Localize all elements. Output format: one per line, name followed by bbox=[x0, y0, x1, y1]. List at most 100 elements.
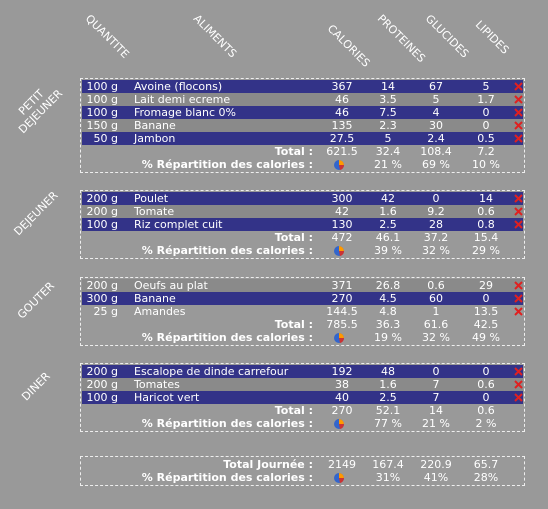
repartition-value: 32 % bbox=[422, 331, 450, 344]
food-row: 100 g Fromage blanc 0% 46 7.5 4 0 bbox=[82, 106, 523, 119]
quantity: 200 g bbox=[86, 365, 118, 378]
total-value: 2149 bbox=[328, 458, 356, 471]
repartition-value: 77 % bbox=[374, 417, 402, 430]
delete-icon[interactable] bbox=[514, 307, 523, 316]
quantity: 25 g bbox=[93, 305, 118, 318]
repartition-value: 21 % bbox=[422, 417, 450, 430]
nutrient-value: 38 bbox=[335, 378, 349, 391]
food-name: Oeufs au plat bbox=[134, 279, 208, 292]
nutrient-value: 5 bbox=[482, 80, 490, 93]
repartition-value: 2 % bbox=[475, 417, 497, 430]
repartition-row: % Répartition des calories : 31% 41% 28% bbox=[82, 471, 523, 484]
nutrient-value: 0 bbox=[482, 106, 490, 119]
total-row: Total : 621.5 32.4 108.4 7.2 bbox=[82, 145, 523, 158]
nutrient-value: 0 bbox=[482, 119, 490, 132]
quantity: 200 g bbox=[86, 279, 118, 292]
total-value: 785.5 bbox=[326, 318, 358, 331]
pie-icon bbox=[334, 333, 345, 343]
pie-icon bbox=[334, 419, 345, 429]
food-row: 100 g Riz complet cuit 130 2.5 28 0.8 bbox=[82, 218, 523, 231]
meal-label: PETIT DEJEUNER bbox=[16, 86, 66, 136]
total-value: 0.6 bbox=[477, 404, 495, 417]
quantity: 200 g bbox=[86, 378, 118, 391]
quantity: 100 g bbox=[86, 106, 118, 119]
delete-icon[interactable] bbox=[514, 294, 523, 303]
total-value: 61.6 bbox=[423, 318, 449, 331]
quantity: 200 g bbox=[86, 192, 118, 205]
food-name: Poulet bbox=[134, 192, 169, 205]
food-name: Avoine (flocons) bbox=[134, 80, 223, 93]
delete-icon[interactable] bbox=[514, 380, 523, 389]
day-summary: Total Journée :2149 167.4 220.9 65.7% Répar… bbox=[80, 456, 525, 486]
delete-icon[interactable] bbox=[514, 95, 523, 104]
nutrient-value: 2.3 bbox=[379, 119, 397, 132]
delete-icon[interactable] bbox=[514, 121, 523, 130]
repartition-row: % Répartition des calories : 77 % 21 % 2 % bbox=[82, 417, 523, 430]
total-label: Total : bbox=[274, 145, 313, 158]
food-name: Haricot vert bbox=[134, 391, 200, 404]
total-value: 270 bbox=[331, 404, 353, 417]
delete-icon[interactable] bbox=[514, 82, 523, 91]
total-value: 7.2 bbox=[477, 145, 495, 158]
nutrient-value: 67 bbox=[429, 80, 443, 93]
column-header: CALORIES bbox=[324, 22, 373, 70]
nutrient-value: 0.6 bbox=[427, 279, 445, 292]
nutrient-value: 14 bbox=[381, 80, 395, 93]
meal-label: DEJEUNER bbox=[11, 188, 61, 238]
nutrient-value: 46 bbox=[335, 93, 349, 106]
quantity: 50 g bbox=[93, 132, 118, 145]
total-value: 220.9 bbox=[420, 458, 452, 471]
column-header: GLUCIDES bbox=[422, 12, 472, 61]
quantity: 100 g bbox=[86, 93, 118, 106]
meal-label: GOUTER bbox=[14, 278, 58, 322]
repartition-value: 32 % bbox=[422, 244, 450, 257]
quantity: 200 g bbox=[86, 205, 118, 218]
nutrient-value: 367 bbox=[331, 80, 353, 93]
nutrient-value: 29 bbox=[479, 279, 493, 292]
nutrient-value: 0 bbox=[482, 292, 490, 305]
repartition-label: % Répartition des calories : bbox=[141, 244, 313, 257]
delete-icon[interactable] bbox=[514, 367, 523, 376]
nutrient-value: 0 bbox=[432, 365, 440, 378]
meal-section: 200 g Oeufs au plat 371 26.8 0.6 29 300 g Banan… bbox=[80, 277, 525, 346]
repartition-value: 41% bbox=[423, 471, 449, 484]
repartition-row: % Répartition des calories : 19 % 32 % 49 % bbox=[82, 331, 523, 344]
food-row: 200 g Escalope de dinde carrefour 192 48 0 0 bbox=[82, 365, 523, 378]
nutrient-value: 7.5 bbox=[379, 106, 397, 119]
food-row: 200 g Oeufs au plat 371 26.8 0.6 29 bbox=[82, 279, 523, 292]
food-row: 200 g Poulet 300 42 0 14 bbox=[82, 192, 523, 205]
delete-icon[interactable] bbox=[514, 108, 523, 117]
repartition-label: % Répartition des calories : bbox=[141, 158, 313, 171]
delete-icon[interactable] bbox=[514, 220, 523, 229]
food-name: Banane bbox=[134, 292, 176, 305]
delete-icon[interactable] bbox=[514, 281, 523, 290]
column-header: QUANTITE bbox=[82, 12, 132, 61]
repartition-value: 39 % bbox=[374, 244, 402, 257]
delete-icon[interactable] bbox=[514, 194, 523, 203]
nutrient-value: 27.5 bbox=[329, 132, 355, 145]
nutrient-value: 1 bbox=[432, 305, 440, 318]
repartition-value: 69 % bbox=[422, 158, 450, 171]
nutrient-value: 30 bbox=[429, 119, 443, 132]
total-value: 15.4 bbox=[473, 231, 499, 244]
nutrient-value: 2.5 bbox=[379, 218, 397, 231]
nutrient-value: 7 bbox=[432, 391, 440, 404]
total-value: 65.7 bbox=[473, 458, 499, 471]
delete-icon[interactable] bbox=[514, 134, 523, 143]
total-value: 472 bbox=[331, 231, 353, 244]
nutrient-value: 4.8 bbox=[379, 305, 397, 318]
column-header: LIPIDES bbox=[472, 18, 512, 57]
nutrient-value: 14 bbox=[479, 192, 493, 205]
food-row: 100 g Lait demi ecreme 46 3.5 5 1.7 bbox=[82, 93, 523, 106]
nutrient-value: 2.5 bbox=[379, 391, 397, 404]
food-name: Lait demi ecreme bbox=[134, 93, 231, 106]
meal-section: 200 g Poulet 300 42 0 14 200 g Tomate 42 1.6 9.2 0.… bbox=[80, 190, 525, 259]
delete-icon[interactable] bbox=[514, 207, 523, 216]
nutrient-value: 13.5 bbox=[473, 305, 499, 318]
food-row: 100 g Avoine (flocons) 367 14 67 5 bbox=[82, 80, 523, 93]
food-name: Tomates bbox=[134, 378, 180, 391]
total-value: 14 bbox=[429, 404, 443, 417]
food-name: Amandes bbox=[134, 305, 186, 318]
delete-icon[interactable] bbox=[514, 393, 523, 402]
food-row: 100 g Haricot vert 40 2.5 7 0 bbox=[82, 391, 523, 404]
